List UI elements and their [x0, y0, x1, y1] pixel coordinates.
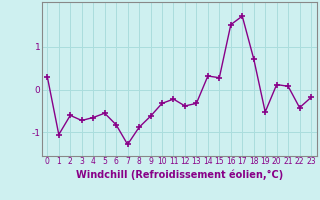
X-axis label: Windchill (Refroidissement éolien,°C): Windchill (Refroidissement éolien,°C) — [76, 169, 283, 180]
